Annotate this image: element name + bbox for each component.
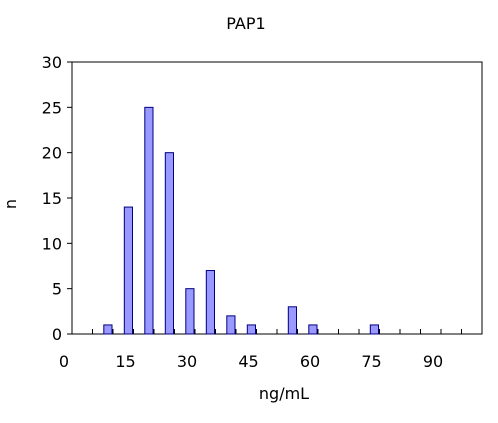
bar	[205, 270, 216, 335]
bar	[144, 106, 154, 335]
plot-area: 0 5 10 15 20 25 30 0 15 30 45 60 75 90	[42, 53, 483, 371]
bar	[369, 324, 379, 335]
y-tick-label: 10	[42, 234, 62, 253]
bar	[185, 288, 195, 335]
y-tick-label: 25	[42, 98, 62, 117]
x-axis-label: ng/mL	[259, 384, 309, 403]
bar	[164, 152, 175, 335]
x-tick-label: 0	[59, 352, 69, 371]
y-tick-label: 5	[52, 280, 62, 299]
x-tick-label: 90	[423, 352, 443, 371]
y-tick-label: 30	[42, 53, 62, 72]
bar	[226, 315, 236, 335]
bar	[123, 206, 134, 335]
y-tick-label: 0	[52, 325, 62, 344]
bar	[246, 324, 257, 335]
bar	[287, 306, 297, 335]
x-tick-label: 75	[361, 352, 381, 371]
x-tick-label: 30	[177, 352, 197, 371]
chart-title: PAP1	[226, 14, 265, 33]
y-axis-label: n	[1, 199, 20, 209]
y-tick-label: 15	[42, 189, 62, 208]
plot-frame	[71, 61, 483, 335]
bar	[308, 324, 318, 335]
bar	[103, 324, 113, 335]
y-tick-label: 20	[42, 144, 62, 163]
x-tick-label: 60	[300, 352, 320, 371]
x-tick-label: 45	[238, 352, 258, 371]
x-tick-label: 15	[115, 352, 135, 371]
